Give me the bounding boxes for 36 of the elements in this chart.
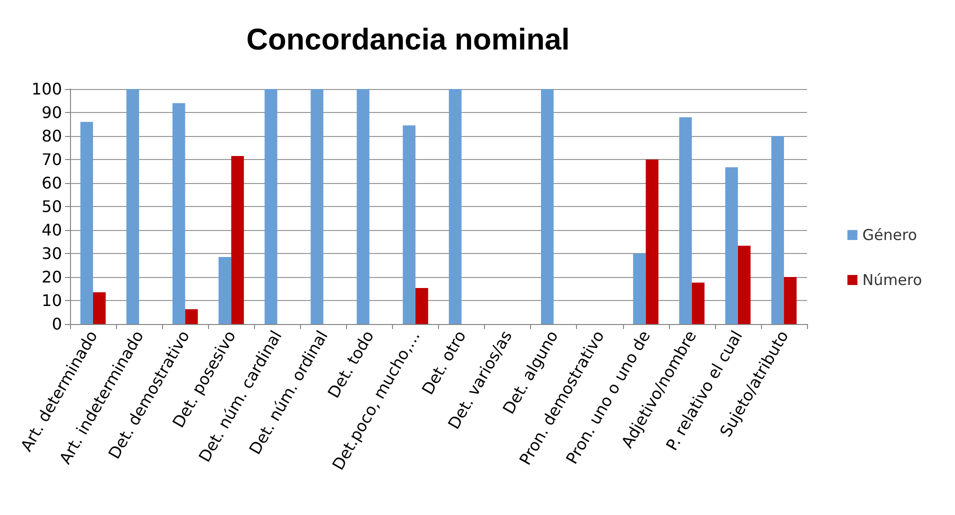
bar: [784, 277, 797, 324]
y-tick-label: 60: [42, 174, 62, 192]
y-tick-label: 80: [42, 126, 62, 146]
bar: [771, 136, 784, 324]
bar: [80, 122, 94, 324]
y-tick-label: 0: [52, 314, 62, 334]
y-tick-label: 100: [31, 80, 62, 98]
chart-title: Concordancia nominal: [246, 24, 570, 56]
bar: [540, 89, 554, 324]
bar: [402, 125, 416, 324]
bar: [633, 254, 646, 324]
bar: [310, 89, 324, 324]
bar: [448, 89, 462, 324]
y-tick-label: 90: [42, 103, 62, 122]
bar: [264, 89, 278, 324]
y-tick-label: 10: [42, 291, 62, 310]
y-tick-label: 40: [42, 220, 62, 240]
bar: [93, 292, 106, 324]
bar: [356, 89, 370, 324]
bar: [738, 246, 751, 324]
y-tick-label: 30: [42, 244, 62, 263]
legend-label: Número: [862, 271, 922, 289]
bar: [231, 156, 244, 324]
bar: [185, 309, 198, 324]
y-tick-label: 50: [42, 197, 62, 216]
bar: [172, 103, 186, 324]
bar: [126, 89, 140, 324]
y-tick-label: 70: [42, 150, 62, 169]
bar: [415, 288, 428, 324]
bar: [692, 282, 705, 324]
legend-label: Género: [862, 226, 918, 244]
y-tick-label: 20: [42, 268, 62, 286]
bar: [646, 160, 658, 324]
bar: [218, 257, 232, 324]
bar: [679, 117, 692, 324]
bar: [725, 167, 738, 324]
